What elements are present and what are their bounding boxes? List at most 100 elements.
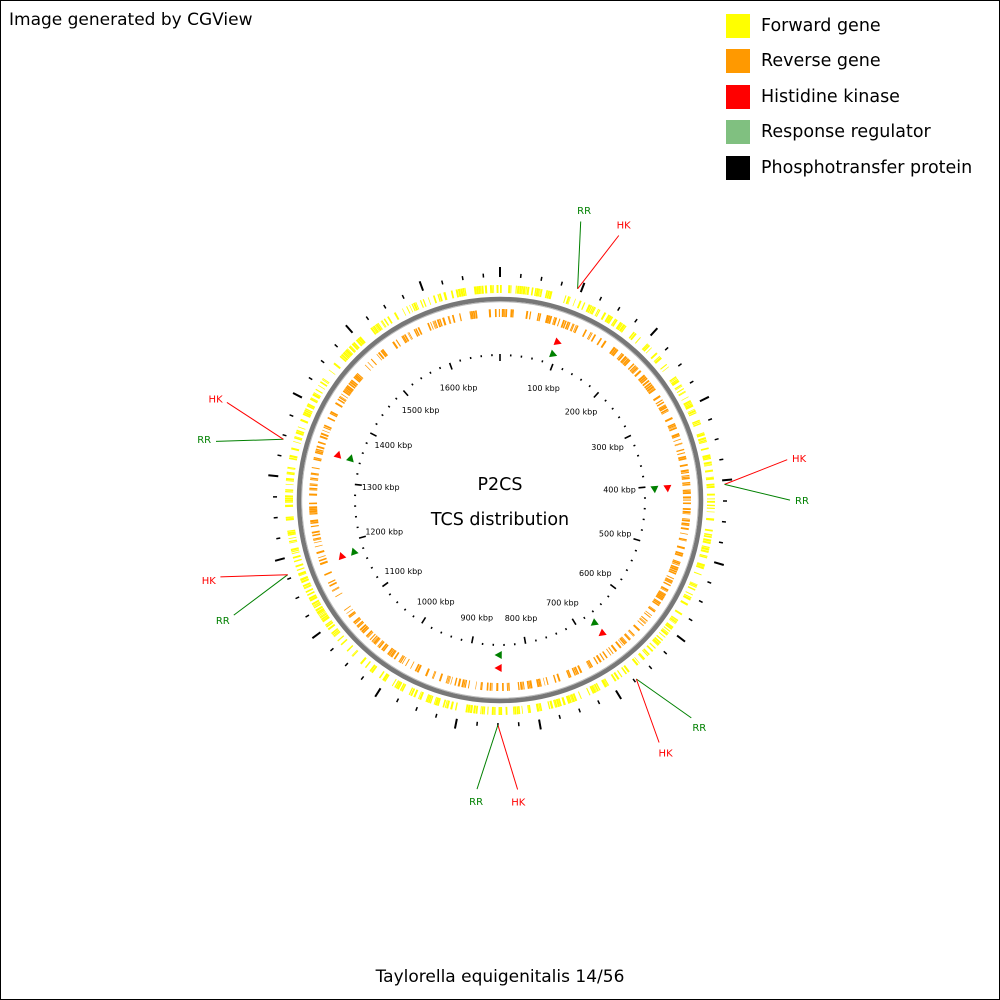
forward-gene [669, 376, 677, 382]
reverse-gene [655, 595, 664, 601]
inner-tick [420, 377, 423, 380]
reverse-gene [644, 382, 652, 389]
forward-gene [382, 673, 389, 682]
forward-gene [347, 348, 354, 355]
forward-gene [410, 688, 416, 697]
forward-gene [549, 700, 554, 709]
reverse-gene [388, 648, 395, 656]
inner-tick [561, 367, 564, 371]
reverse-gene [668, 570, 677, 575]
inner-tick [579, 378, 583, 382]
forward-gene [663, 626, 671, 632]
forward-gene [375, 323, 382, 332]
reverse-gene [656, 401, 665, 407]
forward-gene [654, 636, 662, 644]
forward-gene [309, 595, 318, 602]
inner-tick [375, 575, 379, 579]
forward-gene [432, 295, 438, 304]
reverse-gene [659, 406, 668, 412]
forward-gene [355, 339, 363, 347]
reverse-gene [316, 550, 325, 555]
reverse-gene [647, 606, 656, 613]
hk-label: HK [792, 454, 807, 465]
forward-gene-track [285, 285, 715, 715]
reverse-gene [620, 637, 627, 644]
forward-gene [687, 409, 696, 415]
forward-gene [604, 314, 611, 323]
reverse-gene [413, 329, 419, 337]
forward-gene [697, 436, 707, 442]
reverse-gene [382, 644, 389, 652]
inner-tick [470, 636, 474, 644]
reverse-gene [345, 386, 353, 393]
forward-gene [670, 378, 679, 385]
legend-item-forward-gene: Forward gene [726, 8, 972, 44]
forward-gene [601, 679, 608, 688]
reverse-gene [319, 435, 328, 440]
reverse-gene [319, 560, 328, 566]
reverse-gene [567, 669, 572, 678]
reverse-gene [323, 424, 332, 430]
forward-gene [351, 649, 358, 657]
reverse-gene [403, 334, 410, 342]
reverse-gene [612, 349, 619, 357]
reverse-gene [646, 385, 655, 393]
forward-gene [371, 326, 378, 334]
outer-tick [599, 296, 603, 301]
outer-tick [699, 395, 710, 403]
outer-tick [305, 614, 310, 618]
outer-tick [365, 316, 370, 321]
forward-gene [656, 634, 664, 642]
reverse-gene [378, 641, 385, 649]
tick-label-ring: 100 kbp 200 kbp 300 kbp 400 kbp 500 kbp 600 k… [362, 383, 636, 623]
forward-gene [620, 325, 627, 333]
outer-tick-ring [268, 267, 733, 730]
inner-tick [361, 452, 364, 455]
rr-label: RR [692, 723, 706, 734]
forward-gene [696, 562, 706, 567]
reverse-gene [619, 637, 626, 645]
reverse-gene [337, 398, 345, 405]
reverse-gene [615, 641, 622, 649]
inner-tick [354, 483, 362, 487]
forward-gene [684, 593, 692, 599]
legend-label-histidine-kinase: Histidine kinase [761, 86, 900, 107]
reverse-gene [338, 396, 347, 402]
response-regulator-marker [494, 651, 502, 660]
forward-gene [590, 685, 597, 694]
outer-tick [383, 304, 387, 309]
outer-tick [292, 392, 303, 399]
outer-tick [282, 433, 287, 437]
tick-label: 700 kbp [546, 599, 579, 608]
inner-tick [387, 405, 391, 408]
inner-tick [395, 397, 398, 400]
forward-gene [687, 586, 696, 591]
reverse-gene [390, 649, 396, 658]
histidine-kinase-marker [663, 484, 672, 493]
outer-tick [664, 346, 669, 351]
forward-gene [315, 605, 324, 612]
forward-gene [695, 564, 705, 570]
forward-gene [395, 680, 401, 689]
reverse-gene [610, 348, 617, 356]
tick-label: 1000 kbp [417, 597, 455, 606]
forward-gene [371, 665, 378, 674]
callout-line [226, 401, 284, 440]
forward-gene [570, 693, 576, 703]
callout-line [724, 459, 788, 485]
forward-gene [650, 352, 658, 360]
forward-gene [685, 404, 694, 410]
reverse-gene [632, 368, 639, 375]
reverse-gene [369, 633, 376, 641]
forward-gene [555, 698, 561, 708]
outer-tick [418, 280, 425, 292]
reverse-gene [353, 376, 361, 383]
forward-gene [303, 411, 312, 417]
reverse-gene [349, 380, 357, 388]
legend-item-response-regulator: Response regulator [726, 115, 972, 151]
forward-gene [565, 695, 571, 704]
forward-gene [301, 578, 310, 584]
forward-gene [565, 296, 571, 305]
reverse-gene [438, 673, 444, 682]
inner-tick [370, 566, 374, 569]
